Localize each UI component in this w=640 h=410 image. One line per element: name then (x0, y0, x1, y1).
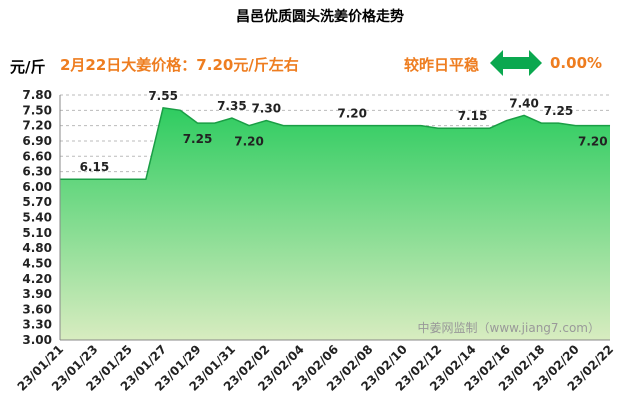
unit-label: 元/斤 (10, 58, 46, 76)
data-label: 7.20 (337, 107, 367, 121)
change-value: 0.00% (550, 54, 603, 72)
data-label: 7.30 (251, 102, 281, 116)
watermark: 中姜网监制（www.jiang7.com） (418, 320, 600, 335)
data-label: 7.40 (509, 96, 539, 110)
y-tick-label: 4.50 (22, 256, 52, 270)
y-tick-label: 5.40 (22, 211, 52, 225)
y-tick-label: 5.70 (22, 195, 52, 209)
y-tick-label: 6.00 (22, 180, 52, 194)
data-label: 7.25 (183, 132, 213, 146)
y-tick-label: 3.60 (22, 302, 52, 316)
y-tick-label: 7.20 (22, 119, 52, 133)
y-tick-label: 6.30 (22, 165, 52, 179)
compare-label: 较昨日平稳 (404, 56, 480, 74)
data-label: 7.20 (578, 135, 608, 149)
y-tick-label: 3.00 (22, 333, 52, 347)
y-tick-label: 6.90 (22, 134, 52, 148)
data-label: 7.35 (217, 99, 247, 113)
double-arrow-icon (490, 50, 542, 76)
headline-price: 2月22日大姜价格：7.20元/斤左右 (60, 56, 299, 74)
data-label: 7.25 (544, 104, 574, 118)
y-tick-label: 6.60 (22, 149, 52, 163)
data-label: 7.55 (148, 89, 178, 103)
y-tick-label: 4.20 (22, 272, 52, 286)
y-tick-label: 7.50 (22, 103, 52, 117)
y-tick-label: 5.10 (22, 226, 52, 240)
data-label: 7.15 (458, 109, 488, 123)
y-tick-label: 3.30 (22, 318, 52, 332)
data-label: 7.20 (234, 135, 264, 149)
area-fill (60, 107, 610, 340)
y-tick-label: 3.90 (22, 287, 52, 301)
y-tick-label: 7.80 (22, 88, 52, 102)
chart-title: 昌邑优质圆头洗姜价格走势 (236, 9, 404, 25)
y-tick-label: 4.80 (22, 241, 52, 255)
data-label: 6.15 (80, 160, 110, 174)
